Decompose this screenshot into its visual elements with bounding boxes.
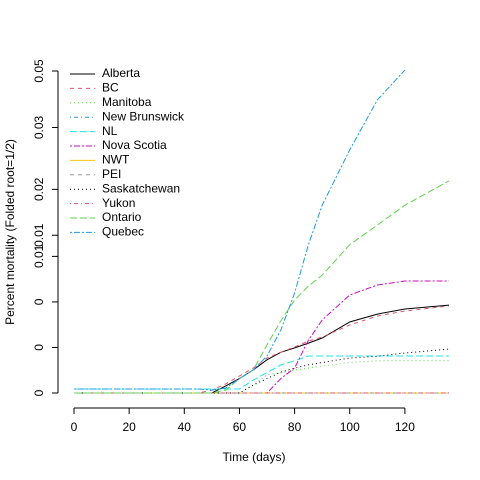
y-tick-label: 0.05 [32,59,46,83]
x-tick-label: 120 [395,420,415,434]
y-tick-label: 0.02 [32,177,46,201]
legend-label: Saskatchewan [102,181,180,195]
legend-label: NWT [102,153,130,167]
x-tick-label: 80 [288,420,302,434]
x-tick-label: 40 [178,420,192,434]
legend-label: PEI [102,167,121,181]
x-tick-label: 100 [340,420,360,434]
legend-label: BC [102,81,119,95]
series-line [74,355,449,390]
legend-label: Ontario [102,210,142,224]
legend-label: Manitoba [102,95,152,109]
series-line [74,280,449,394]
legend-label: NL [102,124,118,138]
x-tick-label: 60 [233,420,247,434]
y-tick-label: 0 [32,389,46,396]
legend-label: Yukon [102,196,135,210]
legend-label: Nova Scotia [102,138,167,152]
y-tick-label: 0.01 [32,223,46,247]
series-line [74,304,450,394]
y-tick-label: 0.01 [32,244,46,268]
legend-label: Alberta [102,66,140,80]
series-line [74,348,450,394]
y-tick-label: 0 [32,344,46,351]
x-tick-label: 20 [122,420,136,434]
series-line [74,180,450,394]
legend-label: New Brunswick [102,109,185,123]
y-axis-label: Percent mortality (Folded root=1/2) [3,139,17,325]
series-line [74,360,449,394]
series-line [74,305,450,394]
x-tick-label: 0 [71,420,78,434]
x-axis-label: Time (days) [223,450,286,464]
series-line [74,69,406,391]
y-tick-label: 0 [32,298,46,305]
y-tick-label: 0.03 [32,115,46,139]
legend-label: Quebec [102,225,144,239]
